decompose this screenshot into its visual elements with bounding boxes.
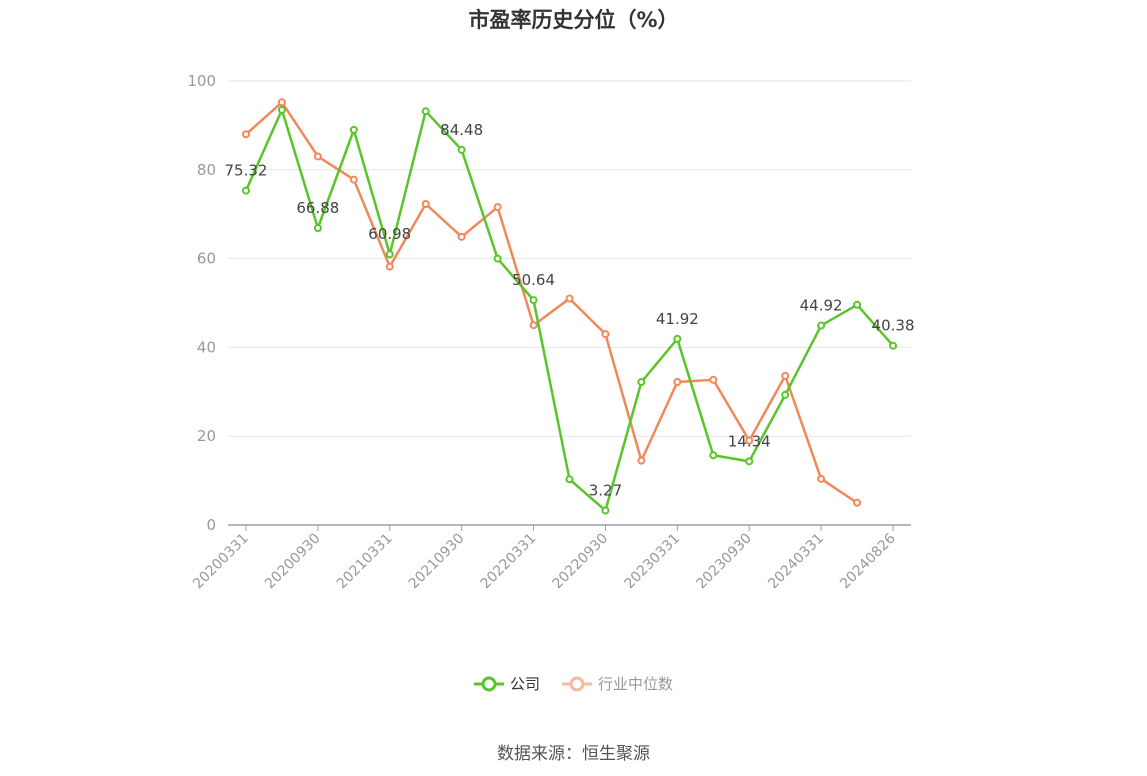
data-point-行业中位数 xyxy=(421,199,430,208)
data-point-行业中位数 xyxy=(565,294,574,303)
x-tick-label: 20200930 xyxy=(262,531,324,593)
data-label: 66.88 xyxy=(296,199,339,217)
data-point-公司 xyxy=(457,145,466,154)
data-label: 44.92 xyxy=(800,297,843,315)
data-point-公司 xyxy=(637,378,646,387)
data-point-行业中位数 xyxy=(817,474,826,483)
x-tick-label: 20230930 xyxy=(693,531,755,593)
data-point-行业中位数 xyxy=(529,321,538,330)
data-point-行业中位数 xyxy=(349,175,358,184)
data-point-行业中位数 xyxy=(277,98,286,107)
data-point-行业中位数 xyxy=(781,371,790,380)
axis-layer: 0 20 40 60 80 100 20200331 20200930 20210331 2021… xyxy=(187,72,911,592)
data-point-行业中位数 xyxy=(853,498,862,507)
legend-item-company[interactable]: 公司 xyxy=(473,673,540,694)
data-point-公司 xyxy=(349,125,358,134)
y-tick-label: 0 xyxy=(206,516,216,534)
grid-layer xyxy=(228,80,911,437)
x-tick-label: 20210930 xyxy=(406,531,468,593)
y-tick-label: 100 xyxy=(187,72,216,90)
series-layer xyxy=(241,98,898,515)
data-point-公司 xyxy=(889,341,898,350)
data-point-行业中位数 xyxy=(637,456,646,465)
data-point-行业中位数 xyxy=(313,152,322,161)
x-tick-label: 20220930 xyxy=(550,531,612,593)
series-line-行业中位数 xyxy=(245,101,858,504)
data-label: 60.98 xyxy=(368,225,411,243)
data-label: 84.48 xyxy=(440,121,483,139)
data-point-行业中位数 xyxy=(493,203,502,212)
data-label-layer: 75.32 66.88 60.98 84.48 50.64 3.27 41.92 14.34 4… xyxy=(224,121,914,500)
data-point-行业中位数 xyxy=(241,130,250,139)
data-label: 3.27 xyxy=(589,481,622,499)
data-point-公司 xyxy=(313,224,322,233)
data-point-公司 xyxy=(601,506,610,515)
y-tick-label: 80 xyxy=(197,161,216,179)
data-point-公司 xyxy=(241,186,250,195)
data-point-公司 xyxy=(817,321,826,330)
data-point-公司 xyxy=(529,296,538,305)
data-point-公司 xyxy=(493,254,502,263)
y-tick-label: 40 xyxy=(197,338,216,356)
data-point-公司 xyxy=(385,250,394,259)
data-label: 50.64 xyxy=(512,271,555,289)
data-point-行业中位数 xyxy=(673,378,682,387)
data-label: 14.34 xyxy=(728,432,771,450)
data-label: 41.92 xyxy=(656,310,699,328)
x-tick-label: 20230331 xyxy=(621,531,683,593)
data-point-公司 xyxy=(565,475,574,484)
x-tick-label: 20240331 xyxy=(765,531,827,593)
legend-item-industry[interactable]: 行业中位数 xyxy=(562,673,673,694)
data-point-公司 xyxy=(673,334,682,343)
data-point-行业中位数 xyxy=(601,330,610,339)
legend-swatch-company xyxy=(473,676,504,691)
data-point-公司 xyxy=(781,390,790,399)
data-point-公司 xyxy=(277,105,286,114)
data-point-公司 xyxy=(853,300,862,309)
source-note: 数据来源：恒生聚源 xyxy=(497,744,650,764)
data-label: 75.32 xyxy=(224,162,267,180)
legend-swatch-industry xyxy=(562,676,592,691)
legend: 公司 行业中位数 xyxy=(0,673,1147,694)
x-tick-label: 20220331 xyxy=(478,531,540,593)
data-point-公司 xyxy=(709,451,718,460)
data-point-行业中位数 xyxy=(457,232,466,241)
data-point-行业中位数 xyxy=(709,375,718,384)
data-point-行业中位数 xyxy=(385,262,394,271)
chart-title: 市盈率历史分位（%） xyxy=(468,8,679,32)
y-tick-label: 20 xyxy=(197,427,216,445)
legend-label-company: 公司 xyxy=(509,675,540,693)
data-point-公司 xyxy=(745,457,754,466)
data-point-公司 xyxy=(421,107,430,116)
data-point-行业中位数 xyxy=(745,436,754,445)
x-tick-label: 20210331 xyxy=(334,531,396,593)
y-tick-label: 60 xyxy=(197,250,216,268)
data-label: 40.38 xyxy=(872,317,915,335)
x-tick-label: 20240826 xyxy=(837,530,899,592)
x-tick-label: 20200331 xyxy=(190,531,252,593)
legend-label-industry: 行业中位数 xyxy=(598,675,674,693)
